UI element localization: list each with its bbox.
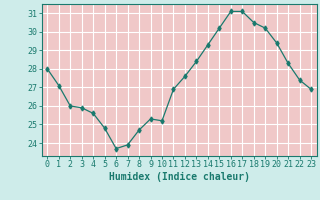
Bar [87, 4, 99, 156]
Bar [294, 4, 305, 156]
Bar [110, 4, 122, 156]
Bar [236, 4, 248, 156]
Bar [42, 4, 53, 156]
Bar [191, 4, 202, 156]
X-axis label: Humidex (Indice chaleur): Humidex (Indice chaleur) [109, 172, 250, 182]
Bar [53, 4, 65, 156]
Bar [168, 4, 179, 156]
Bar [225, 4, 236, 156]
Bar [179, 4, 191, 156]
Bar [122, 4, 133, 156]
Bar [65, 4, 76, 156]
Bar [133, 4, 145, 156]
Bar [156, 4, 168, 156]
Bar [99, 4, 110, 156]
Bar [305, 4, 317, 156]
Bar [271, 4, 282, 156]
Bar [214, 4, 225, 156]
Bar [202, 4, 214, 156]
Bar [282, 4, 294, 156]
Bar [248, 4, 260, 156]
Bar [76, 4, 87, 156]
Bar [145, 4, 156, 156]
Bar [260, 4, 271, 156]
